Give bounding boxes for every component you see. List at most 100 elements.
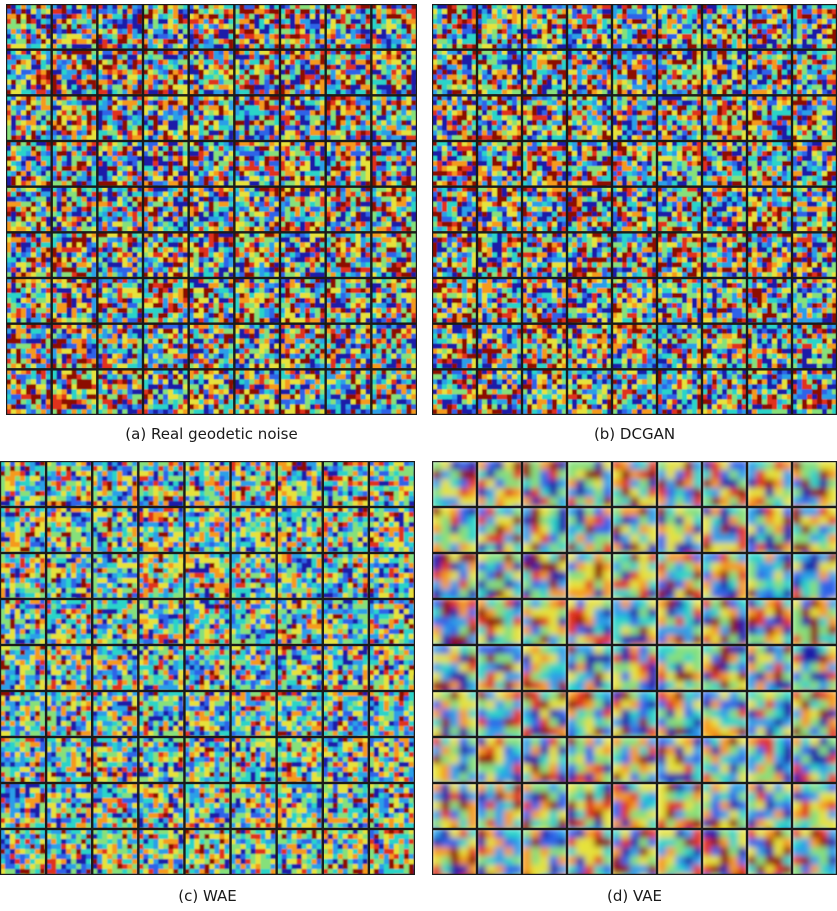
noise-tile [791, 552, 837, 600]
noise-tile [521, 782, 568, 830]
noise-tile [234, 140, 281, 187]
noise-tile [432, 277, 478, 324]
noise-tile [188, 95, 235, 142]
noise-tile [276, 461, 323, 508]
noise-tile [371, 323, 417, 370]
noise-tile [97, 140, 144, 187]
noise-tile [746, 598, 793, 646]
noise-tile [791, 4, 837, 50]
noise-tile [45, 736, 93, 784]
noise-tile [611, 782, 658, 830]
noise-tile [701, 736, 748, 784]
noise-tile [325, 277, 372, 324]
noise-tile [322, 644, 370, 692]
noise-tile [51, 49, 98, 96]
noise-tile [521, 277, 568, 324]
noise-tile [566, 95, 613, 142]
noise-tile [611, 323, 658, 370]
noise-tile [234, 49, 281, 96]
noise-tile [51, 277, 98, 324]
noise-tile [791, 140, 837, 187]
noise-tile [566, 690, 613, 738]
noise-tile [184, 690, 231, 738]
noise-tile [142, 95, 189, 142]
noise-tile [371, 369, 417, 415]
noise-tile [325, 140, 372, 187]
noise-tile [92, 598, 139, 646]
noise-tile [188, 277, 235, 324]
noise-tile [142, 369, 189, 415]
noise-tile [325, 232, 372, 279]
noise-tile [230, 461, 277, 508]
noise-grid-d [432, 461, 837, 875]
noise-tile [476, 49, 523, 96]
noise-tile [97, 4, 144, 50]
noise-tile [51, 95, 98, 142]
noise-tile [325, 95, 372, 142]
noise-tile [325, 186, 372, 233]
noise-tile [6, 140, 52, 187]
noise-tile [230, 644, 277, 692]
noise-tile [276, 736, 323, 784]
noise-tile [791, 186, 837, 233]
noise-grid-c [0, 461, 415, 875]
noise-tile [230, 552, 277, 600]
noise-tile [611, 506, 658, 554]
noise-tile [276, 690, 323, 738]
noise-tile [234, 95, 281, 142]
noise-tile [521, 552, 568, 600]
noise-tile [230, 598, 277, 646]
noise-tile [566, 828, 613, 875]
noise-tile [476, 782, 523, 830]
noise-tile [476, 506, 523, 554]
noise-tile [611, 828, 658, 875]
noise-tile [325, 49, 372, 96]
noise-tile [611, 277, 658, 324]
noise-tile [142, 4, 189, 50]
noise-tile [6, 186, 52, 233]
noise-tile [521, 736, 568, 784]
noise-tile [521, 369, 568, 415]
panel-wae [0, 461, 415, 875]
noise-tile [746, 828, 793, 875]
noise-tile [184, 644, 231, 692]
noise-tile [51, 4, 98, 50]
noise-tile [142, 232, 189, 279]
noise-tile [656, 369, 703, 415]
noise-tile [566, 369, 613, 415]
noise-tile [6, 277, 52, 324]
noise-tile [276, 552, 323, 600]
noise-tile [791, 598, 837, 646]
noise-tile [701, 552, 748, 600]
noise-tile [611, 736, 658, 784]
noise-tile [566, 186, 613, 233]
noise-tile [432, 690, 478, 738]
noise-tile [92, 736, 139, 784]
noise-tile [746, 461, 793, 508]
noise-tile [276, 598, 323, 646]
noise-tile [701, 140, 748, 187]
noise-tile [368, 461, 415, 508]
noise-tile [521, 598, 568, 646]
noise-tile [279, 232, 326, 279]
noise-tile [188, 323, 235, 370]
noise-tile [97, 49, 144, 96]
noise-tile [234, 4, 281, 50]
noise-tile [432, 369, 478, 415]
noise-tile [51, 186, 98, 233]
noise-tile [6, 323, 52, 370]
caption-a: (a) Real geodetic noise [6, 425, 417, 443]
noise-tile [188, 140, 235, 187]
noise-tile [656, 186, 703, 233]
noise-tile [45, 828, 93, 875]
noise-tile [368, 736, 415, 784]
noise-tile [611, 461, 658, 508]
noise-tile [656, 736, 703, 784]
noise-tile [184, 736, 231, 784]
noise-tile [92, 506, 139, 554]
noise-tile [45, 552, 93, 600]
noise-tile [0, 782, 47, 830]
noise-tile [611, 4, 658, 50]
noise-tile [188, 49, 235, 96]
noise-tile [322, 782, 370, 830]
